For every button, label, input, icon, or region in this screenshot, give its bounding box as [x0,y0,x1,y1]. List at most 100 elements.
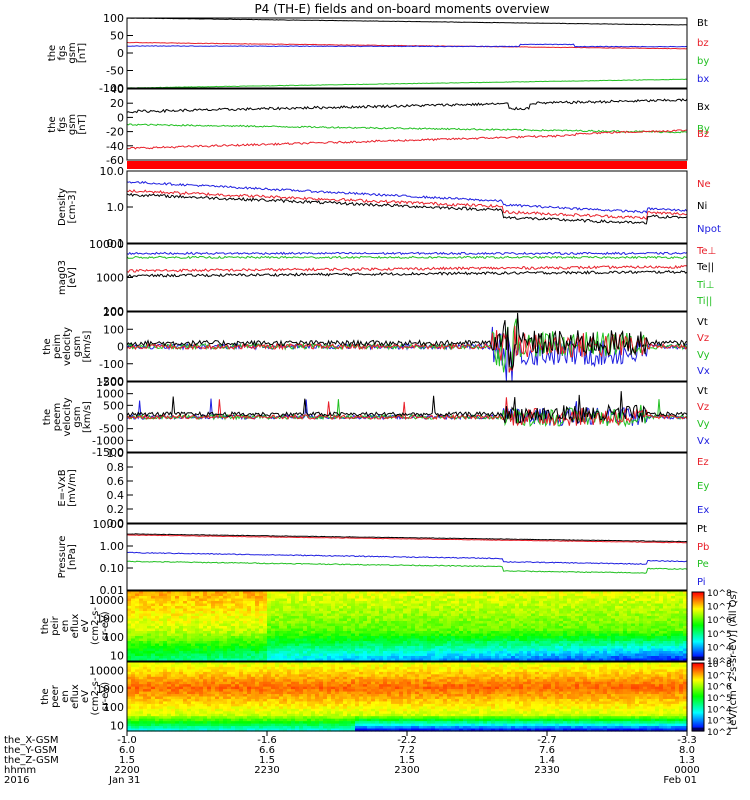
heatmap-9-cell [139,669,144,673]
heatmap-8-cell [603,611,608,615]
heatmap-8-cell [547,608,552,612]
heatmap-8-cell [363,646,368,650]
heatmap-8-cell [287,608,292,612]
heatmap-8-cell [443,598,448,602]
heatmap-9-cell [183,726,188,730]
heatmap-9-cell [167,671,172,675]
heatmap-8-cell [423,623,428,627]
heatmap-8-cell [179,601,184,605]
heatmap-8-cell [551,638,556,642]
heatmap-8-cell [463,638,468,642]
heatmap-9-cell [159,701,164,705]
heatmap-8-cell [439,593,444,597]
heatmap-8-cell [167,616,172,620]
heatmap-8-cell [615,603,620,607]
heatmap-9-cell [223,676,228,680]
heatmap-8-cell [615,606,620,610]
heatmap-8-cell [371,618,376,622]
heatmap-8-cell [179,603,184,607]
heatmap-8-cell [271,648,276,652]
heatmap-8-cell [627,611,632,615]
heatmap-9-cell [223,721,228,725]
heatmap-8-cell [667,601,672,605]
heatmap-8-cell [343,591,348,595]
heatmap-8-cell [587,648,592,652]
heatmap-9-cell [247,726,252,730]
heatmap-8-cell [351,638,356,642]
heatmap-8-cell [387,613,392,617]
heatmap-8-cell [559,651,564,655]
heatmap-8-cell [527,628,532,632]
heatmap-9-cell [195,721,200,725]
heatmap-8-cell [155,606,160,610]
heatmap-8-cell [435,621,440,625]
heatmap-8-cell [171,603,176,607]
heatmap-8-cell [131,648,136,652]
heatmap-8-cell [371,636,376,640]
heatmap-9-cell [255,681,260,685]
heatmap-8-cell [179,638,184,642]
heatmap-8-cell [587,656,592,660]
heatmap-8-cell [491,648,496,652]
heatmap-8-cell [679,623,684,627]
heatmap-8-cell [403,658,408,662]
heatmap-8-cell [375,626,380,630]
heatmap-8-cell [323,628,328,632]
heatmap-8-cell [319,623,324,627]
heatmap-8-cell [555,606,560,610]
heatmap-8-cell [183,631,188,635]
heatmap-8-cell [655,611,660,615]
heatmap-8-cell [463,606,468,610]
panel-5-ylabel-3: gsm [72,406,83,427]
heatmap-8-cell [495,621,500,625]
heatmap-8-cell [239,638,244,642]
heatmap-8-cell [135,603,140,607]
heatmap-8-cell [443,636,448,640]
heatmap-9-cell [239,676,244,680]
heatmap-8-cell [423,628,428,632]
heatmap-9-cell [235,708,240,712]
heatmap-8-cell [335,658,340,662]
heatmap-8-cell [459,641,464,645]
heatmap-8-cell [303,593,308,597]
heatmap-8-cell [435,626,440,630]
heatmap-8-cell [467,651,472,655]
heatmap-8-cell [611,633,616,637]
heatmap-8-cell [607,616,612,620]
heatmap-8-cell [587,593,592,597]
heatmap-8-cell [359,641,364,645]
heatmap-8-cell [287,643,292,647]
heatmap-8-cell [271,606,276,610]
heatmap-8-cell [447,613,452,617]
heatmap-9-cell [203,679,208,683]
heatmap-8-cell [383,601,388,605]
heatmap-8-cell [423,658,428,662]
heatmap-8-cell [307,598,312,602]
heatmap-8-cell [331,641,336,645]
heatmap-9-cell [179,694,184,698]
heatmap-8-cell [627,631,632,635]
heatmap-8-cell [475,608,480,612]
heatmap-9-cell [163,701,168,705]
heatmap-8-cell [511,641,516,645]
heatmap-8-cell [227,633,232,637]
heatmap-8-cell [611,606,616,610]
heatmap-8-cell [355,596,360,600]
heatmap-8-cell [459,598,464,602]
heatmap-8-cell [635,601,640,605]
heatmap-9-cell [203,662,208,666]
heatmap-8-cell [219,651,224,655]
heatmap-8-cell [207,658,212,662]
heatmap-8-cell [243,626,248,630]
heatmap-8-cell [591,636,596,640]
heatmap-8-cell [343,641,348,645]
heatmap-8-cell [375,601,380,605]
heatmap-8-cell [495,656,500,660]
heatmap-8-cell [475,611,480,615]
heatmap-8-cell [343,656,348,660]
heatmap-8-cell [203,656,208,660]
heatmap-8-cell [543,603,548,607]
heatmap-8-cell [575,626,580,630]
heatmap-9-cell [235,706,240,710]
heatmap-8-cell [335,618,340,622]
